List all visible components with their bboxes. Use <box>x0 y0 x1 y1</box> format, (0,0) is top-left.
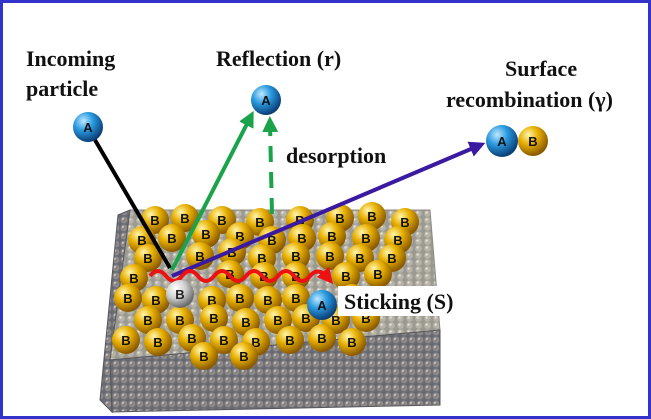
b-atom: B <box>308 324 336 352</box>
svg-text:B: B <box>400 215 409 230</box>
incoming-label-line1: Incoming <box>26 46 115 71</box>
svg-text:B: B <box>137 233 146 248</box>
b-atom: B <box>364 260 392 288</box>
diffusion-path <box>148 266 334 285</box>
b-atom: B <box>134 306 162 334</box>
svg-text:A: A <box>497 134 507 149</box>
b-atom: B <box>332 262 360 290</box>
svg-text:B: B <box>361 311 370 326</box>
recombination-label-line2: recombination (γ) <box>446 87 613 112</box>
svg-text:B: B <box>257 251 266 266</box>
b-atom: B <box>190 342 218 370</box>
recombined-ab-molecule: B A <box>486 125 548 157</box>
b-atom: B <box>226 284 254 312</box>
stuck-a-atom: A <box>307 290 337 320</box>
svg-text:B: B <box>301 311 310 326</box>
impact-site-atom: B <box>166 280 194 308</box>
incoming-arrow <box>93 138 172 270</box>
reflection-arrow <box>170 110 254 271</box>
b-atom: B <box>338 328 366 356</box>
svg-text:B: B <box>528 134 537 149</box>
b-atom: B <box>171 204 199 232</box>
svg-text:B: B <box>263 293 272 308</box>
b-atom: B <box>276 326 304 354</box>
svg-text:B: B <box>239 349 248 364</box>
svg-text:A: A <box>83 120 93 135</box>
svg-text:B: B <box>291 291 300 306</box>
svg-text:B: B <box>235 229 244 244</box>
svg-text:B: B <box>151 293 160 308</box>
svg-text:B: B <box>180 211 189 226</box>
b-atom: B <box>158 224 186 252</box>
svg-text:B: B <box>209 311 218 326</box>
b-atom: B <box>282 242 310 270</box>
reflected-a-atom: A <box>251 85 281 115</box>
svg-text:B: B <box>129 271 138 286</box>
recombination-arrow <box>171 141 486 278</box>
b-atom: B <box>144 328 172 356</box>
svg-text:B: B <box>207 293 216 308</box>
svg-text:B: B <box>235 291 244 306</box>
recombination-label-line1: Surface <box>505 56 577 81</box>
b-atom: B <box>200 304 228 332</box>
desorption-arrow <box>262 116 279 215</box>
svg-text:B: B <box>153 335 162 350</box>
svg-text:B: B <box>143 313 152 328</box>
svg-text:B: B <box>121 333 130 348</box>
svg-text:B: B <box>201 227 210 242</box>
b-atom: B <box>134 244 162 272</box>
svg-text:B: B <box>355 251 364 266</box>
svg-text:B: B <box>195 249 204 264</box>
svg-text:B: B <box>317 331 326 346</box>
b-atom: B <box>316 242 344 270</box>
b-atom: B <box>192 220 220 248</box>
svg-text:B: B <box>373 267 382 282</box>
svg-text:A: A <box>261 93 271 108</box>
svg-text:B: B <box>175 313 184 328</box>
svg-text:B: B <box>217 213 226 228</box>
sticking-label-bg <box>338 286 488 316</box>
svg-text:B: B <box>175 287 184 302</box>
b-atom: B <box>112 326 140 354</box>
b-atom: B <box>230 342 258 370</box>
svg-text:B: B <box>297 231 306 246</box>
svg-text:B: B <box>327 229 336 244</box>
svg-text:B: B <box>393 233 402 248</box>
b-atom: B <box>114 284 142 312</box>
svg-text:B: B <box>167 231 176 246</box>
svg-text:B: B <box>143 251 152 266</box>
svg-text:B: B <box>361 231 370 246</box>
svg-text:B: B <box>291 249 300 264</box>
svg-text:B: B <box>347 335 356 350</box>
svg-text:A: A <box>317 298 327 313</box>
svg-text:B: B <box>219 333 228 348</box>
svg-text:B: B <box>150 213 159 228</box>
svg-text:B: B <box>187 331 196 346</box>
svg-text:B: B <box>251 335 260 350</box>
svg-text:B: B <box>267 233 276 248</box>
svg-text:B: B <box>341 269 350 284</box>
svg-text:B: B <box>331 313 340 328</box>
svg-text:B: B <box>325 249 334 264</box>
svg-text:B: B <box>273 313 282 328</box>
svg-text:B: B <box>199 349 208 364</box>
svg-text:B: B <box>387 251 396 266</box>
incoming-a-atom: A <box>73 112 103 142</box>
svg-text:B: B <box>335 211 344 226</box>
svg-text:B: B <box>285 333 294 348</box>
svg-text:B: B <box>367 209 376 224</box>
b-atom: B <box>210 326 238 354</box>
desorption-label: desorption <box>286 143 386 168</box>
svg-text:B: B <box>123 291 132 306</box>
svg-text:B: B <box>241 315 250 330</box>
sticking-label: Sticking (S) <box>344 289 453 314</box>
b-atom: B <box>358 202 386 230</box>
svg-text:B: B <box>255 215 264 230</box>
incoming-label-line2: particle <box>26 76 98 101</box>
reflection-label: Reflection (r) <box>216 46 341 71</box>
